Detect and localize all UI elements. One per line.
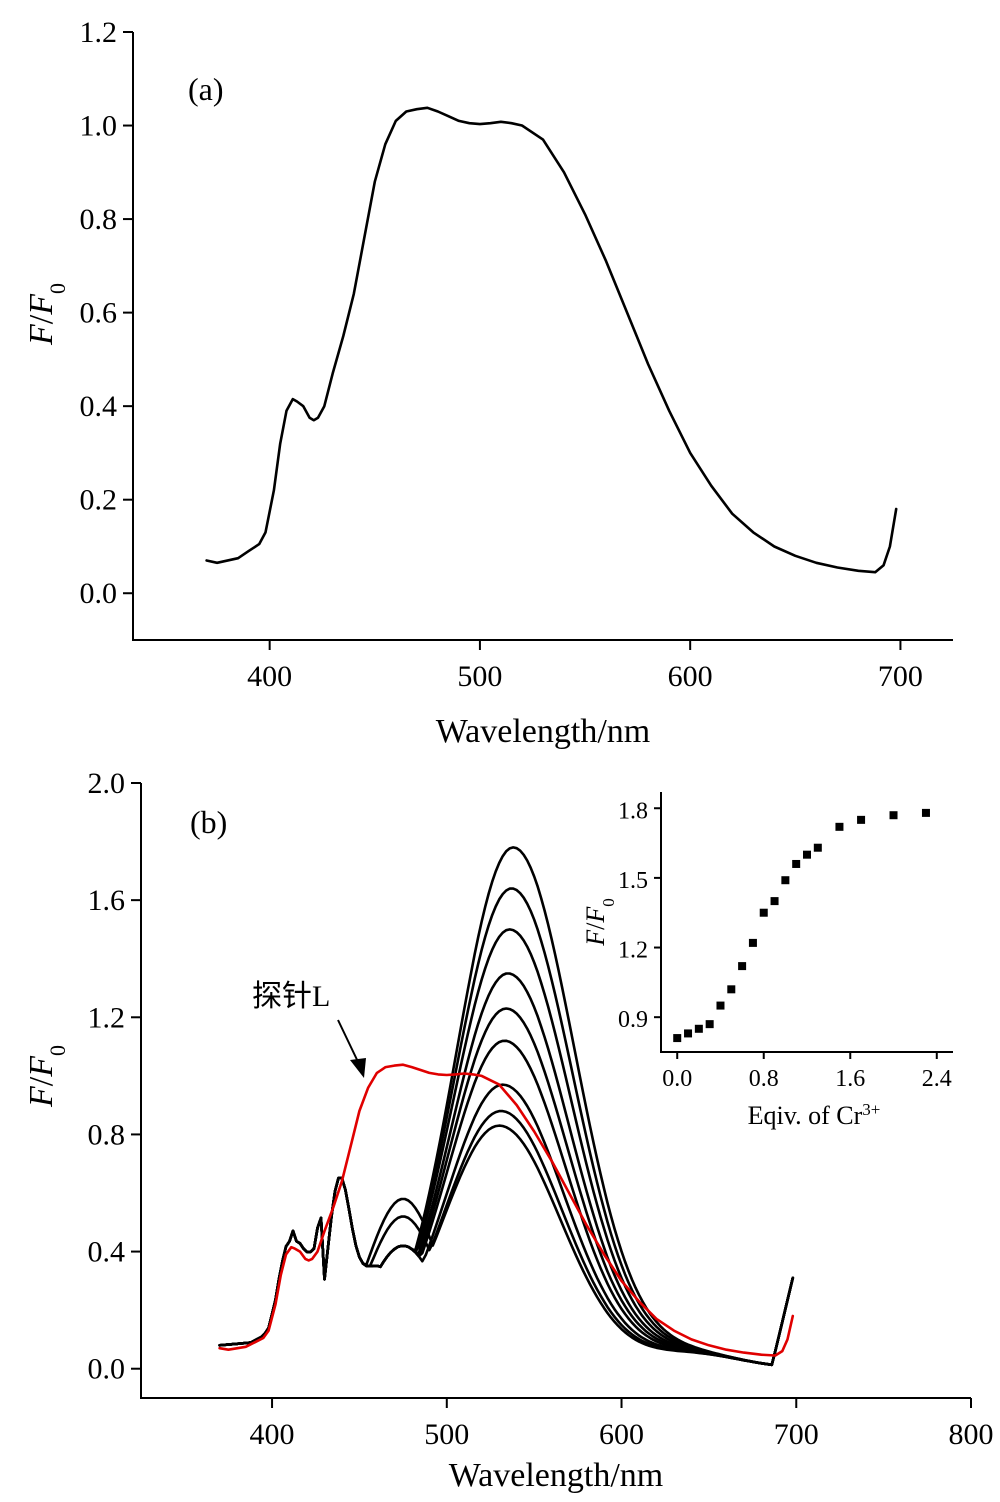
inset-data-point (857, 815, 866, 824)
inset-data-point (716, 1001, 725, 1010)
panel-b-y-axis-title-slash: / (23, 1076, 60, 1086)
panel-b-x-axis-title: Wavelength/nm (449, 1457, 663, 1494)
panel-b-cr-spectrum-line (218, 1124, 795, 1367)
panel-b-inset: 0.0 0.8 1.6 2.4 0.9 1.2 1.5 1.8 Eqiv. of Cr3+ F… (581, 792, 953, 1130)
probe-l-arrow-head (350, 1058, 366, 1078)
inset-data-point (921, 808, 930, 817)
panel-a-y-axis-title-slash: / (23, 314, 60, 324)
panel-a-spectrum-line (205, 106, 898, 574)
inset-data-point (835, 822, 844, 831)
inset-data-point (673, 1034, 682, 1043)
panel-b-y-axis-title-subscript: 0 (45, 1045, 70, 1056)
panel-a-y-tick-label: 0.4 (80, 390, 118, 423)
panel-b-axes (140, 783, 971, 1399)
panel-a-y-tick-label: 1.2 (80, 16, 118, 49)
panel-a-y-tick-label: 1.0 (80, 110, 118, 143)
panel-b-y-axis-title-denominator: F (23, 1055, 60, 1078)
inset-data-point (781, 876, 790, 885)
inset-x-tick-label: 2.4 (922, 1066, 952, 1092)
panel-b-y-tick-label: 0.4 (88, 1236, 126, 1269)
panel-b-y-tick-label: 1.6 (88, 884, 126, 917)
panel-a-x-tick-label: 500 (457, 660, 502, 693)
panel-a-y-tick-label: 0.0 (80, 577, 118, 610)
panel-b-x-tick-label: 500 (424, 1418, 469, 1451)
panel-a-ticks: 400 500 600 700 0.0 0.2 0.4 0.6 0.8 1.0 1.2 (80, 16, 923, 693)
inset-data-point (792, 859, 801, 868)
panel-b-x-tick-label: 700 (774, 1418, 819, 1451)
inset-y-tick-label: 0.9 (618, 1007, 648, 1033)
panel-b-label: (b) (190, 804, 227, 840)
panel-a-x-tick-label: 400 (247, 660, 292, 693)
panel-a-y-axis-title-subscript: 0 (45, 283, 70, 294)
panel-b-cr-spectrum-line (218, 1007, 795, 1367)
panel-b-axis-spines (140, 783, 971, 1399)
inset-y-axis-title-numerator: F (581, 929, 610, 947)
inset-data-point (738, 962, 747, 971)
panel-b-x-tick-label: 600 (599, 1418, 644, 1451)
inset-axes (660, 792, 953, 1053)
panel-b-y-tick-label: 0.8 (88, 1118, 126, 1151)
probe-l-arrow-shaft (337, 1019, 361, 1067)
panel-b-y-tick-label: 2.0 (88, 767, 126, 800)
panel-a-y-axis-title-numerator: F (23, 323, 60, 346)
panel-a-x-tick-label: 700 (878, 660, 923, 693)
inset-y-axis-title-denominator: F (581, 906, 610, 924)
inset-data-point (727, 985, 736, 994)
panel-a-y-tick-label: 0.2 (80, 484, 118, 517)
inset-points (673, 808, 930, 1043)
inset-data-point (759, 908, 768, 917)
inset-x-axis-title-text: Eqiv. of Cr (748, 1101, 863, 1130)
panel-b-series (218, 846, 795, 1367)
inset-data-point (705, 1020, 714, 1029)
panel-a-series (205, 106, 898, 574)
inset-y-axis-title-subscript: 0 (599, 898, 618, 907)
panel-b: 400 500 600 700 800 0.0 0.4 0.8 1.2 1.6 2.0 (b) Wa… (23, 767, 994, 1494)
panel-a-axis-spines (132, 32, 953, 641)
panel-a-x-axis-title: Wavelength/nm (436, 713, 650, 750)
inset-y-tick-label: 1.5 (618, 868, 648, 894)
probe-l-annotation: 探针L (252, 980, 330, 1013)
inset-x-axis-title: Eqiv. of Cr3+ (748, 1100, 881, 1131)
panel-b-cr-spectrum-line (218, 1109, 795, 1367)
inset-data-point (694, 1024, 703, 1033)
inset-x-tick-label: 0.0 (662, 1066, 692, 1092)
inset-data-point (813, 843, 822, 852)
inset-x-tick-label: 1.6 (835, 1066, 865, 1092)
inset-data-point (803, 850, 811, 859)
inset-axis-spines (660, 792, 953, 1053)
inset-data-point (889, 811, 898, 820)
panel-b-x-tick-label: 400 (250, 1418, 295, 1451)
inset-y-tick-label: 1.8 (618, 798, 648, 824)
panel-b-ticks: 400 500 600 700 800 0.0 0.4 0.8 1.2 1.6 2.0 (88, 767, 994, 1451)
inset-y-axis-title: F/F0 (581, 898, 618, 947)
panel-b-cr-spectrum-line (218, 1039, 795, 1367)
panel-a-y-tick-label: 0.6 (80, 297, 118, 330)
panel-b-cr-spectrum-line (218, 846, 795, 1366)
panel-b-cr-spectrum-line (218, 972, 795, 1367)
inset-x-tick-label: 0.8 (749, 1066, 779, 1092)
inset-data-point (684, 1029, 693, 1038)
inset-y-axis-title-slash: / (581, 922, 610, 930)
panel-a: 400 500 600 700 0.0 0.2 0.4 0.6 0.8 1.0 1.2 (a) Wa… (23, 16, 953, 750)
panel-b-y-axis-title-numerator: F (23, 1085, 60, 1108)
panel-b-probe-l-line (218, 1063, 795, 1357)
inset-y-tick-label: 1.2 (618, 938, 648, 964)
inset-data-point (770, 897, 779, 906)
panel-b-x-tick-label: 800 (949, 1418, 994, 1451)
panel-b-y-axis-title: F/F0 (23, 1045, 70, 1108)
inset-x-axis-title-superscript: 3+ (862, 1100, 880, 1119)
inset-data-point (748, 938, 757, 947)
inset-ticks: 0.0 0.8 1.6 2.4 0.9 1.2 1.5 1.8 (618, 798, 952, 1092)
panel-a-y-axis-title-denominator: F (23, 293, 60, 316)
panel-b-y-tick-label: 1.2 (88, 1001, 126, 1034)
panel-a-axes (132, 32, 953, 641)
panel-b-y-tick-label: 0.0 (88, 1353, 126, 1386)
panel-a-y-axis-title: F/F0 (23, 283, 70, 346)
panel-a-x-tick-label: 600 (668, 660, 713, 693)
panel-a-label: (a) (188, 71, 224, 107)
panel-a-y-tick-label: 0.8 (80, 203, 118, 236)
